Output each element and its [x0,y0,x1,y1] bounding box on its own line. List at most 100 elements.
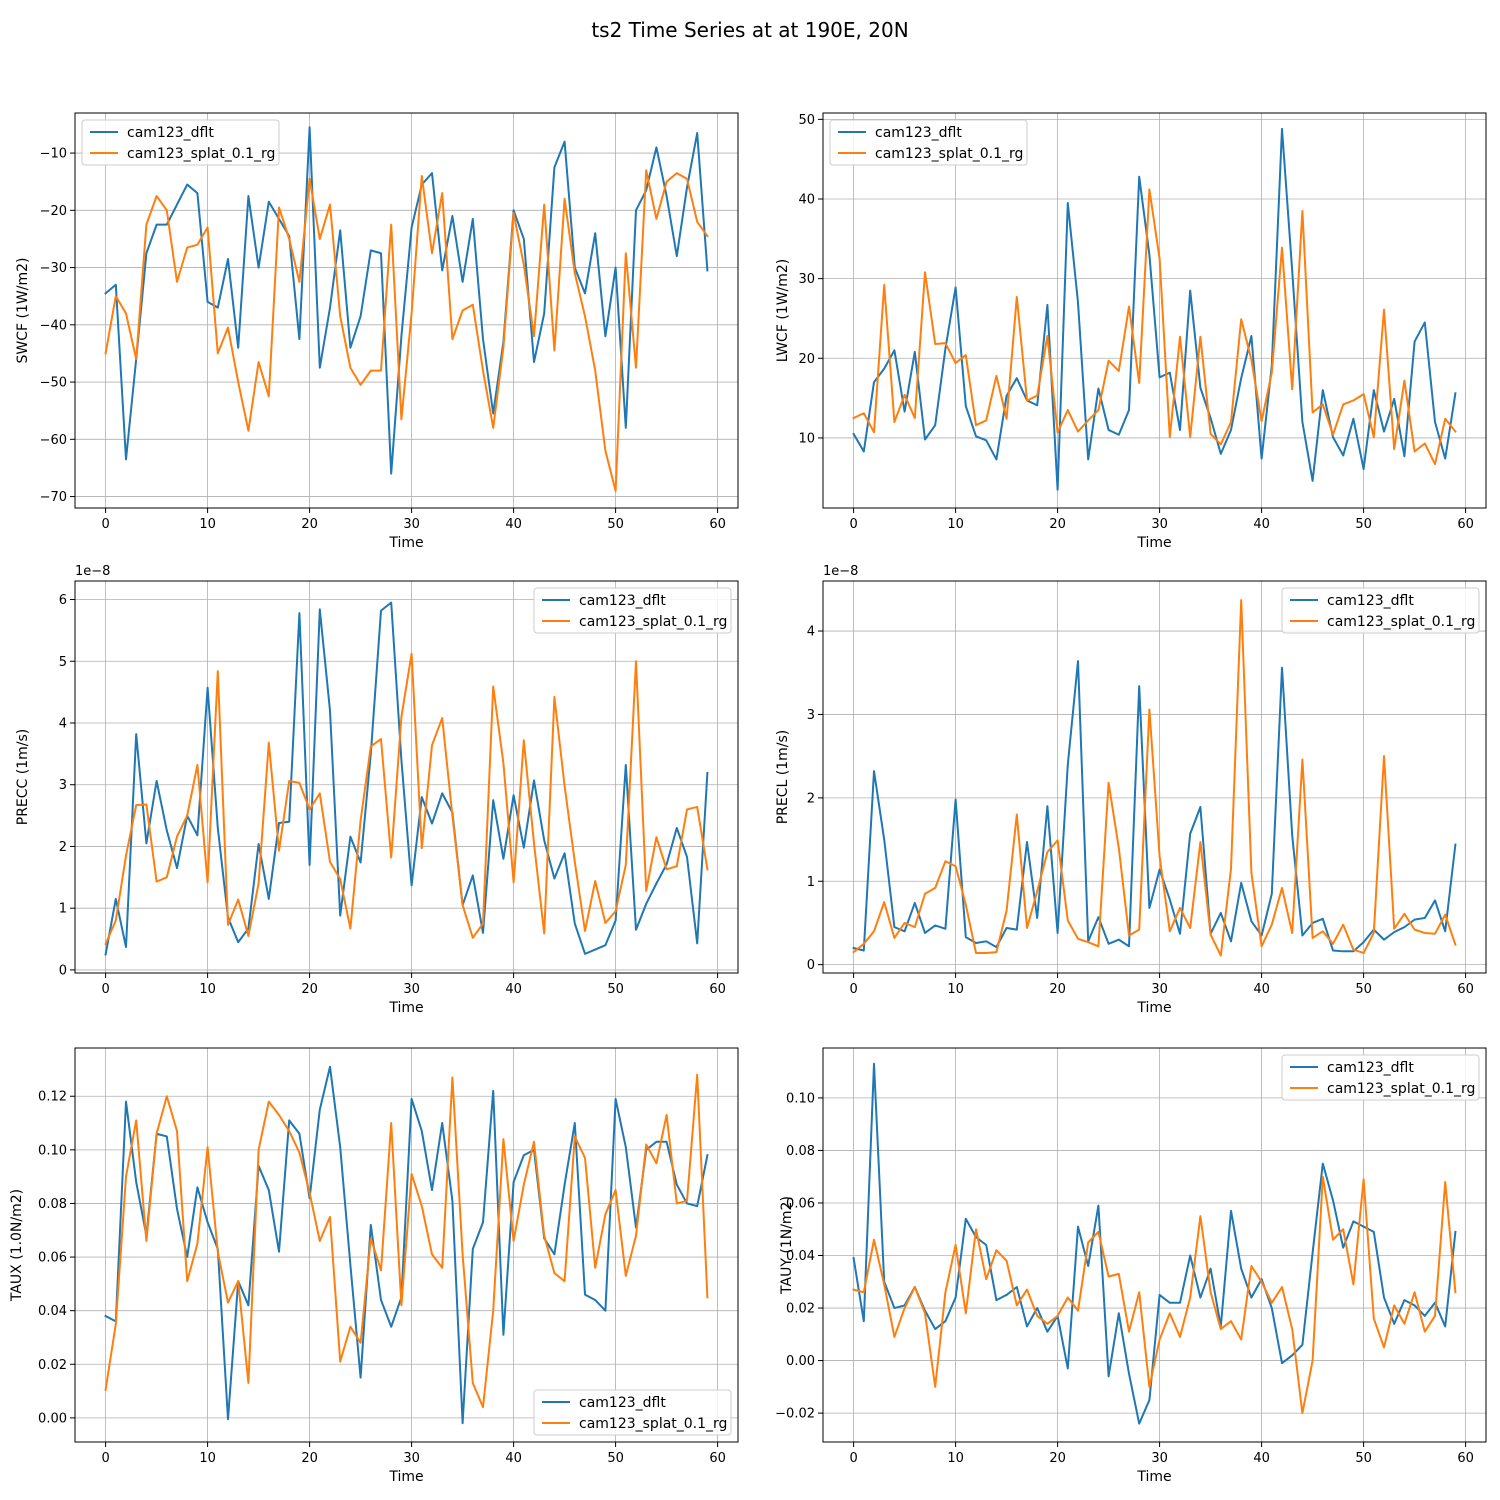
y-tick-label: 0.02 [786,1302,815,1317]
legend-box [533,587,732,634]
legend-label: cam123_splat_0.1_rg [1327,1081,1475,1097]
x-tick-label: 40 [505,982,522,997]
legend-label: cam123_dflt [1327,593,1414,609]
x-tick-label: 20 [1049,517,1066,532]
y-tick-label: −0.02 [775,1407,815,1422]
y-tick-label: 1 [59,902,67,917]
series-line-dflt [104,601,709,956]
legend: cam123_dflt cam123_splat_0.1_rg [1281,1054,1480,1101]
legend-label: cam123_dflt [127,125,214,141]
y-axis-label: PRECL (1m/s) [775,730,791,825]
x-tick-label: 40 [1253,517,1270,532]
y-axis-label: LWCF (1W/m2) [775,259,791,363]
y-tick-label: 40 [798,193,815,208]
x-tick-label: 20 [301,517,318,532]
legend-box [533,1389,732,1436]
series-line-dflt [104,1065,709,1425]
y-tick-label: 6 [59,593,67,608]
y-tick-label: −60 [40,433,67,448]
x-tick-label: 60 [1457,982,1474,997]
x-axis-label: Time [388,535,423,551]
subplot-3: 0 10 20 30 40 50 60 0 1 2 3 4 5 6 1e−8 Time PRECC (1m/s)… [15,564,739,1016]
x-tick-label: 10 [199,517,216,532]
legend-label: cam123_splat_0.1_rg [127,146,275,162]
y-axis-offset-label: 1e−8 [823,564,858,579]
x-tick-label: 40 [1253,982,1270,997]
y-tick-label: 1 [807,875,815,890]
y-axis-offset-label: 1e−8 [75,564,110,579]
y-tick-label: 0.00 [786,1354,815,1369]
y-tick-label: −40 [40,318,67,333]
legend-label: cam123_splat_0.1_rg [579,1416,727,1432]
legend: cam123_dflt cam123_splat_0.1_rg [829,119,1028,166]
x-tick-label: 0 [101,982,109,997]
axes-frame [74,1047,739,1443]
y-axis-label: PRECC (1m/s) [15,729,31,826]
y-tick-label: 0.10 [38,1143,67,1158]
x-tick-label: 10 [947,1451,964,1466]
y-tick-label: 0.10 [786,1091,815,1106]
series-line-dflt [852,127,1457,491]
y-tick-label: 4 [59,716,67,731]
y-tick-label: 0.02 [38,1358,67,1373]
x-tick-label: 10 [947,517,964,532]
y-tick-label: −20 [40,204,67,219]
axes-frame [822,580,1487,974]
x-tick-label: 30 [1151,517,1168,532]
y-tick-label: 0.04 [38,1304,67,1319]
y-tick-label: −50 [40,376,67,391]
legend: cam123_dflt cam123_splat_0.1_rg [533,1389,732,1436]
x-tick-label: 10 [199,982,216,997]
x-tick-label: 40 [505,517,522,532]
legend-box [1281,587,1480,634]
x-tick-label: 0 [849,982,857,997]
series-line-dflt [104,126,709,475]
x-tick-label: 0 [101,1451,109,1466]
legend-label: cam123_dflt [579,593,666,609]
y-tick-label: −30 [40,261,67,276]
series-line-dflt [852,1062,1457,1425]
y-tick-label: 4 [807,625,815,640]
x-axis-label: Time [1136,1469,1171,1485]
x-tick-label: 0 [849,1451,857,1466]
y-tick-label: 0 [807,958,815,973]
series-line-splat [852,599,1457,957]
x-tick-label: 0 [101,517,109,532]
x-tick-label: 60 [1457,1451,1474,1466]
x-tick-label: 50 [607,982,624,997]
y-tick-label: 0.00 [38,1411,67,1426]
axes-frame [74,580,739,974]
x-tick-label: 40 [505,1451,522,1466]
subplot-5: 0 10 20 30 40 50 60 0.00 0.02 0.04 0.06 0.08 0.10 0.1… [9,1047,739,1485]
series-line-splat [852,1175,1457,1415]
x-tick-label: 60 [709,982,726,997]
legend-label: cam123_splat_0.1_rg [1327,614,1475,630]
subplot-4: 0 10 20 30 40 50 60 0 1 2 3 4 1e−8 Time PRECL (1m/s) ca… [775,564,1487,1016]
x-tick-label: 60 [709,517,726,532]
x-tick-label: 0 [849,517,857,532]
legend-label: cam123_dflt [1327,1060,1414,1076]
figure-title: ts2 Time Series at at 190E, 20N [591,18,908,42]
y-axis-label: SWCF (1W/m2) [15,258,31,364]
x-tick-label: 50 [1355,1451,1372,1466]
legend-box [1281,1054,1480,1101]
y-tick-label: −70 [40,490,67,505]
x-tick-label: 20 [301,1451,318,1466]
y-tick-label: 20 [798,352,815,367]
legend: cam123_dflt cam123_splat_0.1_rg [1281,587,1480,634]
plot-area [823,1048,1486,1442]
legend-box [829,119,1028,166]
legend-label: cam123_dflt [579,1395,666,1411]
x-tick-label: 10 [947,982,964,997]
y-tick-label: 3 [59,778,67,793]
x-tick-label: 30 [1151,982,1168,997]
x-tick-label: 40 [1253,1451,1270,1466]
y-tick-label: 0.12 [38,1090,67,1105]
x-tick-label: 30 [403,1451,420,1466]
y-tick-label: −10 [40,147,67,162]
y-tick-label: 10 [798,431,815,446]
x-tick-label: 20 [1049,982,1066,997]
legend-label: cam123_splat_0.1_rg [579,614,727,630]
y-tick-label: 50 [798,113,815,128]
